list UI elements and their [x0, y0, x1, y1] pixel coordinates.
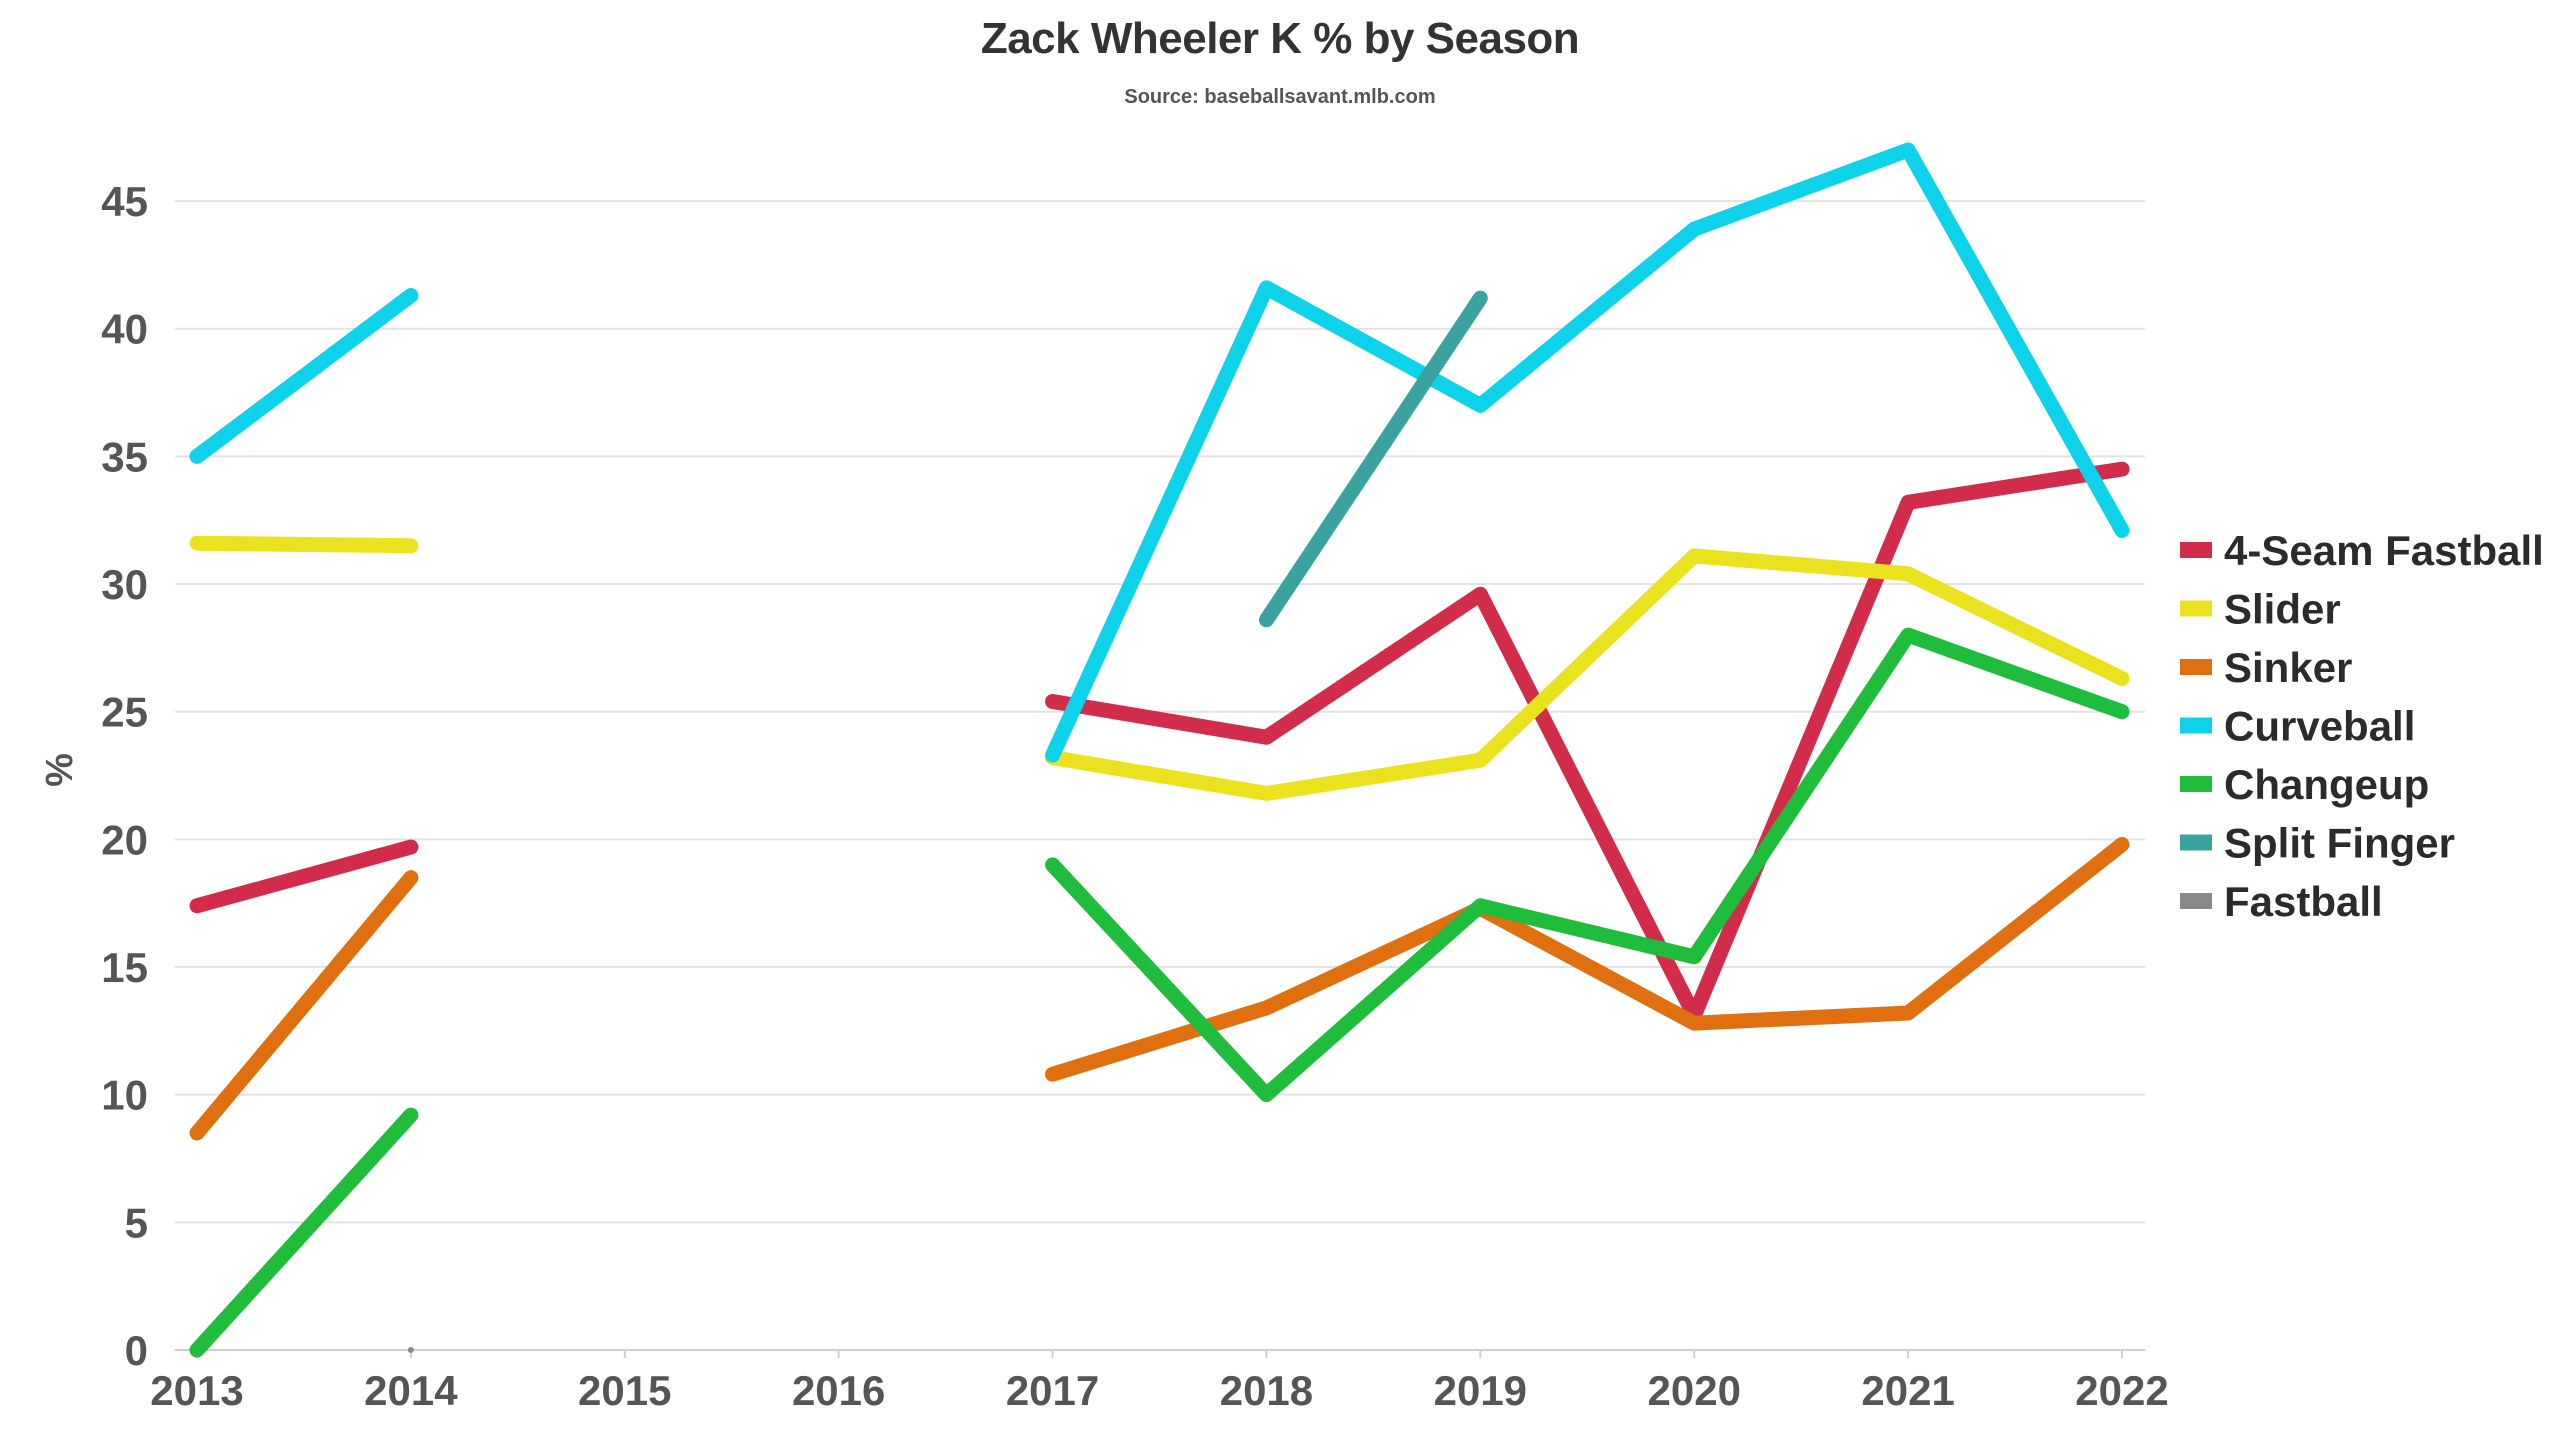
y-tick-label: 45: [101, 178, 148, 225]
y-tick-label: 0: [125, 1327, 148, 1374]
y-axis-label: %: [39, 753, 81, 787]
series-line-changeup: [1045, 627, 2130, 1103]
legend: 4-Seam Fastball Slider Sinker Curveball Chan…: [2180, 527, 2544, 925]
legend-swatch-split-finger: [2180, 834, 2212, 851]
x-tick-label: 2014: [364, 1367, 458, 1414]
series-line-split-finger: [1258, 290, 1488, 628]
x-tick-label: 2020: [1648, 1367, 1741, 1414]
legend-label-sinker: Sinker: [2224, 644, 2352, 691]
x-tick-label: 2013: [150, 1367, 243, 1414]
series-line-4-seam-fastball: [189, 839, 419, 914]
x-tick-label: 2022: [2075, 1367, 2168, 1414]
x-tick-label: 2021: [1861, 1367, 1954, 1414]
series-point-fastball: [407, 1347, 414, 1353]
legend-swatch-changeup: [2180, 776, 2212, 792]
series-line-curveball: [1045, 142, 2130, 763]
y-tick-label: 25: [101, 689, 148, 736]
legend-swatch-fastball: [2180, 893, 2212, 909]
x-tick-label: 2019: [1434, 1367, 1527, 1414]
series-line-changeup: [189, 1107, 419, 1358]
y-tick-label: 35: [101, 433, 148, 480]
y-axis-ticks: 0 5 10 15 20 25 30 35 40 45: [101, 178, 148, 1374]
series-line-curveball: [189, 288, 419, 464]
series-line-slider: [189, 535, 419, 554]
legend-label-slider: Slider: [2224, 586, 2341, 633]
y-tick-label: 15: [101, 944, 148, 991]
series-line-4-seam-fastball: [1045, 461, 2130, 1024]
y-tick-label: 20: [101, 816, 148, 863]
legend-label-curveball: Curveball: [2224, 703, 2415, 750]
y-tick-label: 10: [101, 1072, 148, 1119]
x-tick-label: 2016: [792, 1367, 885, 1414]
x-axis-ticks: 2013 2014 2015 2016 2017 2018 2019 2020 2021 2022: [150, 1350, 2169, 1414]
chart-title: Zack Wheeler K % by Season: [980, 14, 1580, 63]
legend-label-split-finger: Split Finger: [2224, 820, 2455, 867]
legend-swatch-curveball: [2180, 717, 2212, 734]
series-line-sinker: [1045, 836, 2130, 1082]
legend-swatch-4-seam-fastball: [2180, 542, 2212, 558]
series-line-slider: [1045, 548, 2130, 801]
y-tick-label: 5: [125, 1199, 148, 1246]
legend-label-changeup: Changeup: [2224, 761, 2429, 808]
x-tick-label: 2017: [1006, 1367, 1099, 1414]
legend-swatch-sinker: [2180, 659, 2212, 675]
series-lines: [189, 142, 2130, 1358]
chart-subtitle: Source: baseballsavant.mlb.com: [1124, 86, 1436, 108]
gridlines: [175, 200, 2145, 1224]
legend-label-4-seam-fastball: 4-Seam Fastball: [2224, 527, 2544, 574]
x-tick-label: 2015: [578, 1367, 671, 1414]
legend-swatch-slider: [2180, 600, 2212, 617]
y-tick-label: 40: [101, 306, 148, 353]
y-tick-label: 30: [101, 561, 148, 608]
series-line-sinker: [189, 870, 419, 1141]
legend-label-fastball: Fastball: [2224, 878, 2383, 925]
x-tick-label: 2018: [1220, 1367, 1313, 1414]
